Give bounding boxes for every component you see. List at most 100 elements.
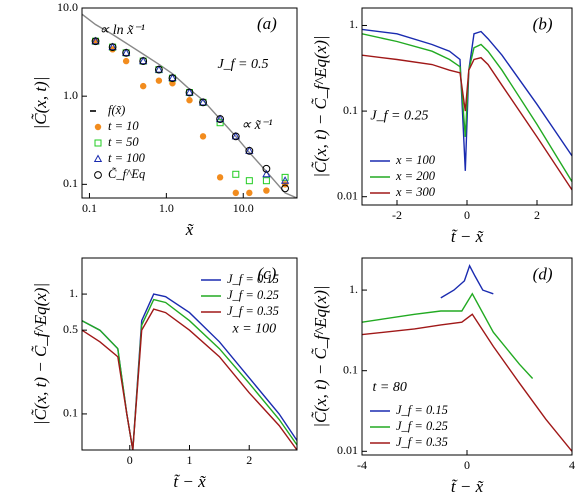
marker	[245, 146, 254, 154]
plot-area	[82, 13, 297, 198]
legend-label: x = 200	[395, 169, 436, 183]
marker	[280, 176, 290, 184]
plot-area	[362, 28, 572, 191]
series-line	[440, 264, 494, 299]
x-tick-label: 2	[246, 453, 252, 467]
y-tick-label: 1.	[349, 282, 358, 296]
plot-area	[82, 293, 297, 450]
marker	[154, 65, 163, 74]
marker	[154, 65, 164, 73]
marker	[155, 77, 163, 84]
legend-label: J_f = 0.15	[227, 272, 279, 286]
marker	[263, 187, 270, 194]
marker	[139, 57, 148, 65]
y-tick-label: 10.0	[57, 0, 78, 14]
marker	[121, 48, 131, 56]
marker	[262, 169, 271, 178]
annotation: t = 80	[373, 380, 407, 395]
series-line	[362, 54, 572, 191]
marker	[281, 184, 289, 193]
marker	[94, 139, 102, 147]
marker	[281, 173, 289, 181]
marker	[168, 73, 177, 82]
x-axis-label: t̃ − x̃	[451, 227, 484, 246]
legend-label: t = 10	[108, 119, 139, 133]
series-line	[82, 298, 297, 450]
panel-label: (d)	[533, 265, 553, 284]
x-tick-label: 0	[127, 453, 133, 467]
panel-label: (c)	[257, 264, 276, 283]
axes-frame	[81, 7, 298, 199]
legend-label: f(x̃)	[108, 103, 125, 117]
marker	[140, 82, 147, 90]
y-axis-label: |C̃(x, t) − C̃_f^Eq(x)|	[31, 283, 50, 425]
annotation: J_f = 0.25	[370, 109, 428, 124]
y-tick-label: 1.	[349, 17, 358, 31]
y-tick-label: 0.01	[337, 188, 358, 202]
marker	[216, 174, 224, 181]
annotation: x = 100	[232, 321, 277, 336]
y-tick-label: 1.	[69, 286, 78, 300]
marker	[91, 36, 100, 45]
marker	[168, 74, 177, 83]
legend-label: x = 100	[395, 153, 436, 167]
y-tick-label: 0.1	[343, 362, 358, 376]
x-tick-label: 1	[187, 453, 193, 467]
marker	[232, 170, 240, 178]
marker	[185, 87, 194, 96]
y-tick-label: 0.01	[337, 443, 358, 457]
x-axis-label: t̃ − x̃	[451, 477, 484, 496]
marker	[93, 154, 103, 162]
y-axis-label: |C̃(x, t) − C̃_f^Eq(x)|	[311, 285, 330, 427]
legend-label: J_f = 0.15	[396, 403, 448, 417]
marker	[245, 146, 254, 155]
annotation: J_f = 0.5	[217, 57, 268, 72]
x-tick-label: -4	[357, 458, 367, 472]
x-tick-label: 4	[569, 458, 575, 472]
marker	[232, 189, 239, 197]
legend-label: C̃_f^Eq	[108, 167, 145, 181]
marker	[139, 56, 148, 65]
x-tick-label: 0	[464, 208, 470, 222]
panel-label: (b)	[533, 15, 553, 34]
series-line	[82, 308, 297, 450]
x-tick-label: 0	[464, 458, 470, 472]
y-tick-label: 1.0	[63, 88, 78, 102]
x-axis-label: t̃ − x̃	[173, 472, 206, 491]
legend-label: t = 100	[108, 151, 146, 165]
series-line	[362, 313, 572, 452]
marker	[186, 97, 193, 104]
marker	[262, 177, 270, 185]
x-tick-label: 0.1	[82, 201, 97, 215]
annotation: ∝ x̃⁻¹	[241, 118, 272, 133]
x-tick-label: 10.0	[233, 201, 254, 215]
series-line	[362, 292, 534, 379]
axes-frame	[361, 257, 573, 456]
marker	[231, 132, 240, 141]
marker	[215, 114, 225, 123]
x-tick-label: -2	[392, 208, 402, 222]
marker	[199, 133, 207, 140]
panel-label: (a)	[257, 14, 277, 33]
legend-label: J_f = 0.25	[396, 419, 448, 433]
legend-label: J_f = 0.35	[227, 304, 279, 318]
marker	[199, 98, 207, 107]
marker	[231, 131, 240, 140]
y-axis-label: |C̃(x, t)|	[31, 77, 50, 130]
marker	[262, 164, 271, 173]
legend-label: t = 50	[108, 135, 139, 149]
marker	[216, 115, 225, 123]
legend-label: x = 300	[395, 185, 436, 199]
y-tick-label: 0.1	[343, 103, 358, 117]
marker	[216, 119, 224, 127]
marker	[94, 171, 102, 179]
marker	[94, 123, 102, 131]
y-tick-label: 0.1	[63, 406, 78, 420]
y-tick-label: 0.5	[63, 322, 78, 336]
y-axis-label: |C̃(x, t) − C̃_f^Eq(x)|	[311, 35, 330, 177]
marker	[108, 42, 117, 51]
plot-area	[362, 264, 572, 452]
x-tick-label: 1.0	[159, 201, 174, 215]
legend-label: J_f = 0.35	[396, 435, 448, 449]
